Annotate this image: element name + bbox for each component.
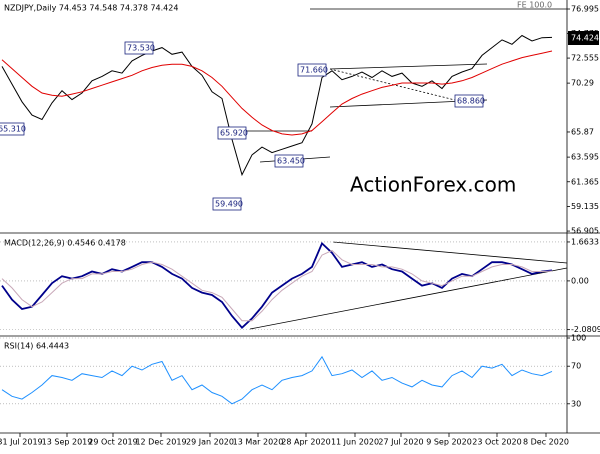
- series-line: [1, 241, 553, 329]
- y-tick-label: 72.555: [571, 54, 599, 63]
- level-label-box: [212, 197, 242, 211]
- y-tick-label: 56.905: [571, 227, 599, 236]
- x-tick-label: 28 Apr 2020: [281, 438, 330, 447]
- y-tick-label: 76.995: [571, 5, 599, 14]
- last-price-box: [568, 31, 599, 45]
- y-tick-label: 65.87: [571, 127, 594, 136]
- watermark: ActionForex.com: [350, 173, 516, 197]
- y-tick-label: 61.365: [571, 177, 599, 186]
- level-label: FE 100.0: [517, 1, 552, 10]
- level-label-box: [124, 41, 154, 55]
- level-label-box: [217, 126, 247, 140]
- level-label: 65.310: [0, 125, 26, 134]
- x-tick-label: 29 Oct 2019: [88, 438, 137, 447]
- level-label: 59.490: [215, 200, 243, 209]
- x-tick-label: 27 Jul 2020: [378, 438, 423, 447]
- series-line: [1, 249, 553, 322]
- y-tick-label: 100: [571, 334, 586, 343]
- x-tick-label: 29 Jan 2020: [186, 438, 234, 447]
- level-label-box: [0, 122, 25, 136]
- channel-line: [329, 63, 488, 70]
- last-price-label: 74.424: [571, 34, 599, 43]
- level-label: 65.920: [220, 129, 248, 138]
- y-tick-label: 59.135: [571, 202, 599, 211]
- x-tick-label: 13 Sep 2019: [42, 438, 93, 447]
- x-tick-label: 9 Sep 2020: [426, 438, 472, 447]
- series-line: [1, 355, 553, 405]
- level-label: 68.860: [457, 97, 485, 106]
- y-tick-label: -2.0809: [571, 325, 600, 334]
- x-tick-label: 8 Dec 2020: [523, 438, 569, 447]
- x-tick-label: 12 Dec 2019: [135, 438, 186, 447]
- level-label: 73.530: [127, 44, 155, 53]
- x-tick-label: 13 Mar 2020: [233, 438, 284, 447]
- y-tick-label: 70.29: [571, 79, 594, 88]
- series-line: [1, 50, 553, 136]
- y-tick-label: 70: [571, 362, 581, 371]
- y-tick-label: 0.00: [571, 276, 589, 285]
- x-tick-label: 23 Oct 2020: [472, 438, 521, 447]
- panel-title: MACD(12,26,9) 0.4546 0.4178: [4, 239, 126, 248]
- projection-line: [329, 68, 456, 101]
- y-tick-label: 63.595: [571, 153, 599, 162]
- macd-trend-line: [332, 241, 568, 264]
- y-tick-label: 1.6633: [571, 237, 599, 246]
- level-label-box: [297, 63, 327, 77]
- panel-title: NZDJPY,Daily 74.453 74.548 74.378 74.424: [4, 4, 178, 13]
- x-tick-label: 11 Jun 2020: [331, 438, 379, 447]
- y-tick-label: 30: [571, 399, 581, 408]
- level-label-box: [454, 94, 484, 108]
- series-line: [1, 34, 553, 177]
- x-tick-label: 31 Jul 2019: [0, 438, 43, 447]
- level-label-box: [274, 154, 304, 168]
- level-label: 71.660: [300, 66, 328, 75]
- panel-title: RSI(14) 64.4443: [4, 342, 69, 351]
- level-label: 63.450: [277, 157, 305, 166]
- macd-trend-line: [249, 267, 568, 330]
